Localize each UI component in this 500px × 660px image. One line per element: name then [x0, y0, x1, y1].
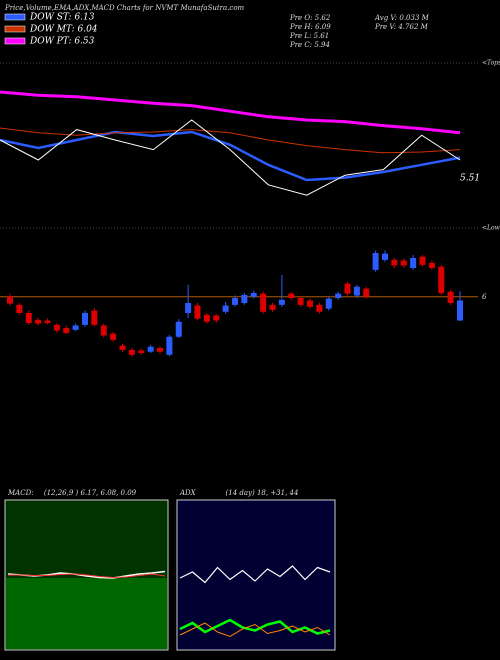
annotation: 5.51 [460, 174, 480, 184]
candle-body [44, 320, 51, 323]
candle-body [269, 304, 276, 310]
candle-body [372, 253, 379, 270]
candle-body [138, 350, 145, 353]
candle-body [194, 305, 201, 319]
legend-swatch [4, 25, 26, 33]
series-line [0, 130, 461, 182]
legend-label: DOW PT: 6.53 [29, 37, 95, 47]
series-line [179, 565, 331, 584]
candle-body [325, 298, 332, 309]
candle-body [316, 304, 323, 312]
candle-body [335, 293, 342, 298]
panel-subtitle: (14 day) 18, +31, 44 [226, 489, 299, 497]
candle-body [213, 315, 220, 321]
candle-body [203, 314, 210, 322]
panel-subtitle: (12,26,9 ) 6.17, 6.08, 0.09 [44, 489, 137, 497]
series-line [179, 618, 331, 635]
legend-label: DOW MT: 6.04 [29, 25, 98, 35]
legend-swatch [4, 13, 26, 21]
candle-body [53, 324, 60, 331]
series-line [179, 622, 331, 638]
y-tick-label: 6 [482, 293, 487, 301]
candle-body [222, 305, 229, 312]
candle-body [438, 266, 445, 293]
annotation: <Lows [482, 225, 500, 232]
panel-title: ADX [179, 489, 197, 497]
candle-body [344, 283, 351, 294]
series-line [0, 119, 461, 196]
candle-body [288, 293, 295, 298]
candle-body [428, 263, 435, 268]
candle-body [250, 293, 257, 297]
candle-body [400, 260, 407, 266]
candle-body [307, 300, 313, 307]
candle-body [185, 303, 192, 313]
candle-body [16, 304, 23, 313]
candle-body [447, 291, 454, 303]
candle-body [157, 348, 163, 352]
candle-body [110, 333, 117, 340]
candle-body [63, 328, 70, 333]
legend-label: DOW ST: 6.13 [29, 13, 95, 23]
candle-body [35, 319, 42, 324]
info-text: Pre O: 5.62 [289, 14, 331, 22]
candle-body [278, 299, 285, 305]
macd-lower [6, 578, 167, 649]
candle-body [91, 310, 98, 325]
candle-body [419, 256, 426, 265]
series-line [0, 90, 461, 135]
candle-body [100, 325, 107, 336]
candle-body [241, 294, 248, 303]
candle-body [457, 300, 463, 321]
adx-panel [176, 499, 336, 651]
candle-body [147, 346, 154, 352]
series-line [0, 127, 461, 154]
candle-body [175, 321, 182, 337]
legend-swatch [4, 37, 26, 45]
info-text: Pre V: 4.762 M [374, 23, 429, 31]
candle-body [260, 293, 267, 312]
candle-body [297, 298, 304, 305]
candle-body [128, 349, 135, 355]
candle-body [353, 286, 360, 296]
candle-body [25, 313, 32, 323]
candle-body [7, 296, 13, 304]
panel-title: MACD: [7, 489, 34, 497]
candle-body [232, 298, 238, 305]
info-text: Pre C: 5.94 [289, 41, 330, 49]
page-title: Price,Volume,EMA,ADX,MACD Charts for NVM… [4, 4, 245, 12]
annotation: <Tops [482, 60, 500, 67]
info-text: Pre L: 5.61 [289, 32, 329, 40]
candle-body [363, 288, 370, 297]
candle-body [119, 345, 126, 350]
info-text: Avg V: 0.033 M [374, 14, 430, 22]
candle-body [72, 325, 79, 330]
candle-body [166, 336, 173, 355]
series-line [8, 573, 166, 579]
info-text: Pre H: 6.09 [289, 23, 331, 31]
candle-body [391, 259, 398, 266]
candle-body [382, 253, 388, 260]
candle-body [82, 313, 88, 325]
candle-body [410, 258, 417, 268]
